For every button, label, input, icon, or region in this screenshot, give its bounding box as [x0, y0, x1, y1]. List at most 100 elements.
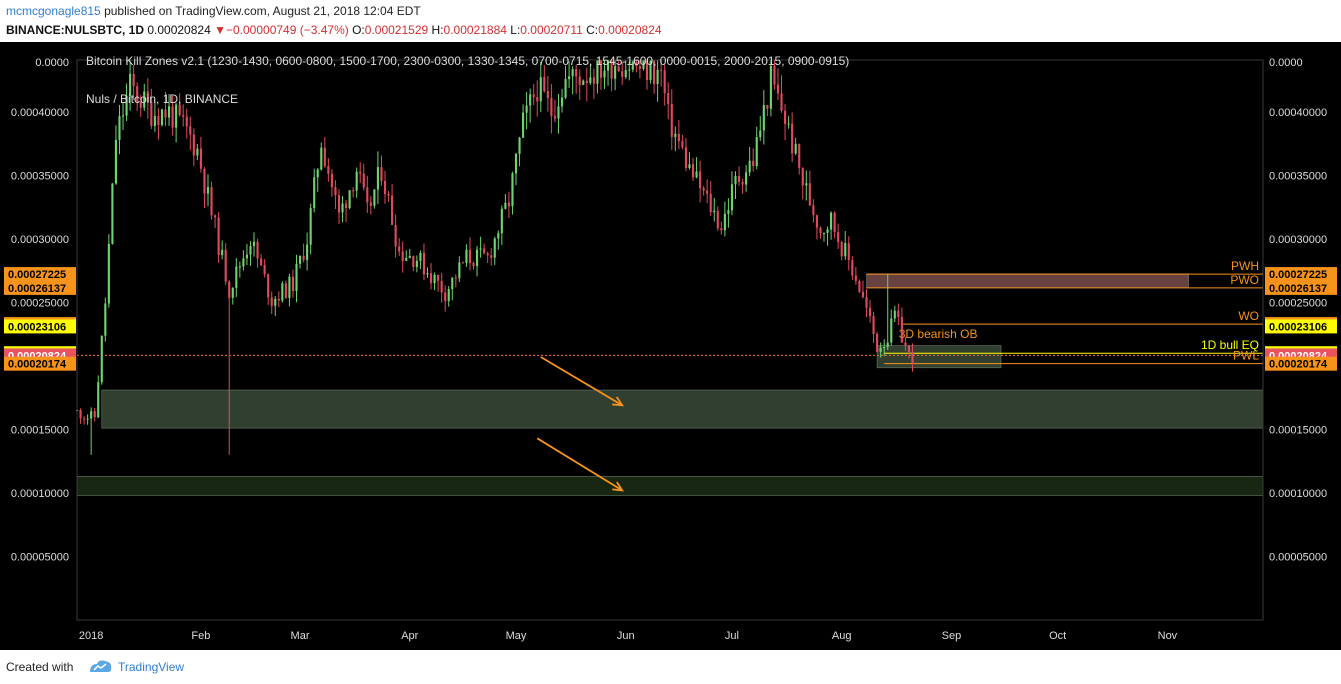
- zone-rect: [76, 476, 1264, 496]
- candle-body: [334, 187, 337, 196]
- y-tick-label-right: 0.00030000: [1269, 234, 1327, 246]
- candle-body: [79, 410, 82, 419]
- candle-body: [791, 123, 794, 154]
- tradingview-logo-icon[interactable]: [88, 658, 114, 674]
- candle-body: [596, 60, 599, 84]
- candle-body: [465, 249, 468, 263]
- candle-body: [405, 258, 408, 261]
- candle-body: [638, 66, 641, 69]
- candle-body: [125, 95, 128, 116]
- candle-body: [309, 208, 312, 245]
- price-label-right: 0.00026137: [1269, 283, 1327, 295]
- candle-body: [422, 252, 426, 275]
- candle-body: [444, 292, 447, 302]
- price-label-left: 0.00027225: [8, 269, 66, 281]
- candle-body: [100, 335, 103, 383]
- candle-body: [383, 181, 387, 195]
- candle-body: [104, 303, 107, 336]
- arrow-line: [536, 437, 623, 492]
- candle-body: [352, 190, 355, 192]
- candle-body: [893, 310, 896, 319]
- price-label-right-box: [1265, 280, 1337, 295]
- candle-body: [111, 183, 114, 244]
- candle-body: [217, 217, 220, 255]
- candle-body: [822, 232, 826, 234]
- high-value: 0.00021884: [443, 23, 507, 37]
- candle-body: [196, 148, 199, 156]
- x-tick-label: Feb: [191, 630, 210, 642]
- x-tick-label: Jul: [725, 630, 739, 642]
- candle-body: [323, 147, 326, 167]
- candle-body: [709, 193, 712, 213]
- candle-body: [157, 116, 160, 126]
- y-tick-label-right: 0.00015000: [1269, 424, 1327, 436]
- created-with-text: Created with: [6, 660, 74, 674]
- author-link[interactable]: mcmcgonagle815: [6, 4, 101, 18]
- candle-body: [313, 177, 316, 209]
- candle-body: [316, 169, 319, 178]
- close-label: C:: [586, 23, 599, 37]
- price-label-right: 0.00023106: [1269, 321, 1327, 333]
- candle-body: [907, 345, 911, 352]
- candle-body: [801, 167, 804, 186]
- annotation-label: 3D bearish OB: [899, 327, 978, 341]
- y-top-label-right: 0.0000: [1269, 57, 1303, 69]
- candle-body: [571, 69, 574, 77]
- candle-body: [394, 225, 397, 247]
- candle-body: [610, 60, 613, 79]
- candle-body: [376, 167, 379, 190]
- level-label: PWO: [1230, 273, 1259, 287]
- candle-body: [890, 318, 893, 343]
- price-label-left-box: [4, 319, 76, 334]
- candle-body: [883, 347, 886, 349]
- candle-body: [752, 160, 755, 166]
- low-value: 0.00020711: [520, 23, 583, 37]
- arrow-head: [612, 481, 624, 492]
- pair-title: Nuls / Bitcoin, 1D, BINANCE: [86, 92, 238, 106]
- candle-body: [734, 175, 737, 185]
- candle-body: [260, 258, 263, 266]
- candle-body: [468, 249, 472, 263]
- candle-body: [727, 210, 730, 214]
- candle-body: [787, 123, 790, 125]
- candle-body: [440, 280, 443, 293]
- x-tick-label: 2018: [79, 630, 103, 642]
- chart-header: mcmcgonagle815 published on TradingView.…: [0, 0, 1341, 42]
- price-label-left-box: [4, 280, 76, 295]
- open-label: O:: [352, 23, 365, 37]
- candle-body: [876, 333, 879, 352]
- candle-body: [653, 60, 656, 85]
- candle-body: [833, 212, 836, 233]
- candle-body: [433, 274, 436, 284]
- arrow-line: [540, 356, 623, 407]
- price-label-right-box: [1265, 267, 1337, 282]
- candle-body: [532, 94, 535, 98]
- candle-body: [699, 171, 702, 189]
- candle-body: [755, 137, 758, 166]
- candle-body: [865, 297, 868, 308]
- y-tick-label-left: 0.00030000: [11, 234, 69, 246]
- y-tick-label-left: 0.00005000: [11, 551, 69, 563]
- candle-body: [603, 70, 606, 78]
- candle-body: [132, 73, 135, 87]
- candle-body: [663, 70, 666, 93]
- candle-body: [408, 255, 411, 259]
- candle-body: [295, 263, 298, 291]
- candle-body: [129, 73, 132, 96]
- candle-body: [486, 253, 489, 256]
- candle-body: [798, 143, 801, 168]
- candle-body: [808, 183, 811, 206]
- axes-layer: 0.00040000 0.00040000 0.00035000 0.00035000…: [4, 57, 1337, 642]
- price-label-right-box: [1265, 319, 1337, 334]
- candle-body: [844, 243, 847, 257]
- candle-body: [518, 137, 521, 154]
- tradingview-link[interactable]: TradingView: [118, 660, 185, 674]
- candle-body: [628, 69, 631, 71]
- candle-body: [592, 77, 595, 84]
- plot-frame: [76, 59, 1264, 621]
- candle-body: [805, 183, 808, 186]
- published-text: published on TradingView.com, August 21,…: [104, 4, 421, 18]
- candle-body: [748, 160, 751, 173]
